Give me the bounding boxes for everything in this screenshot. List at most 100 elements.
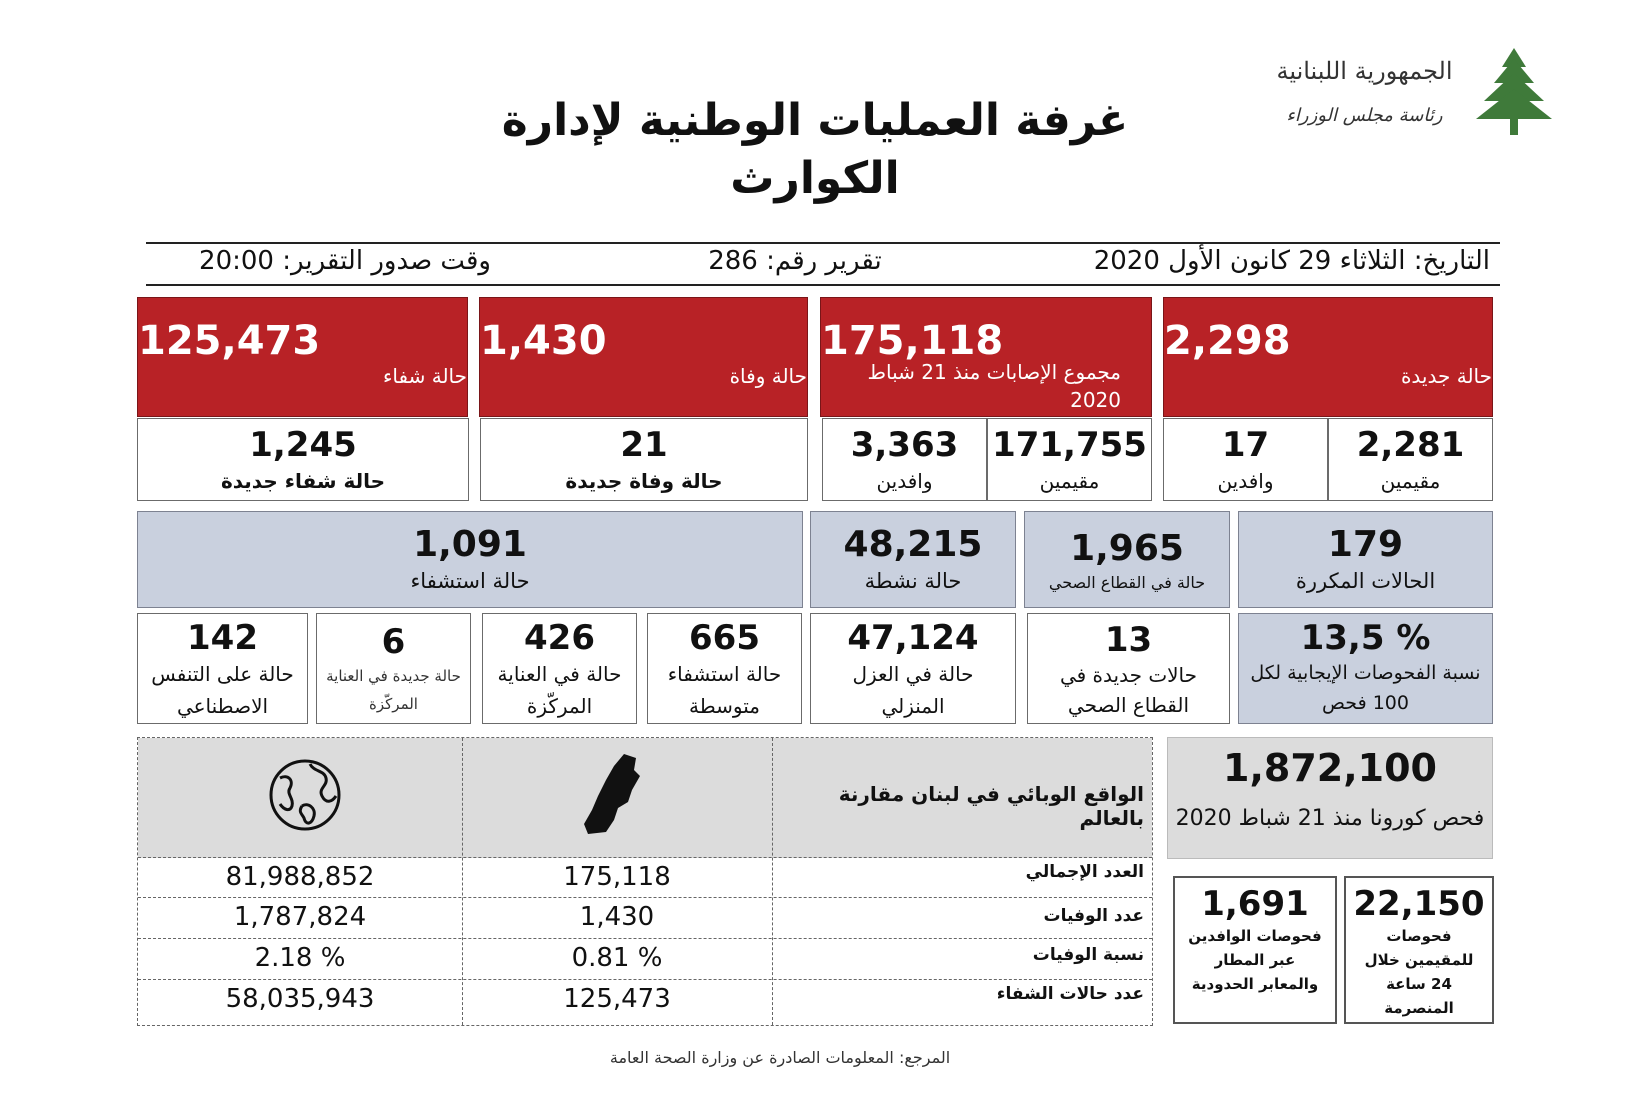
moderate-hospital-value: 665 [689,618,760,658]
hospitalized-value: 1,091 [413,524,527,565]
total-arrivals-value: 3,363 [850,425,959,465]
logo-text-republic: الجمهورية اللبنانية [1276,57,1453,85]
table-cell-lebanon: 125,473 [563,984,671,1014]
cedar-icon [1476,48,1552,135]
table-row: 58,035,943 125,473 عدد حالات الشفاء [138,980,1152,1020]
table-row-label: نسبة الوفيات [1032,945,1144,965]
new-recovered-value: 1,245 [249,425,357,465]
comparison-heading: الواقع الوبائي في لبنان مقارنة بالعالم [838,782,1144,830]
comparison-table: الواقع الوبائي في لبنان مقارنة بالعالم [137,737,1153,1026]
total-cases-card: 175,118 مجموع الإصابات منذ 21 شباط 2020 [820,297,1152,417]
health-sector-label: حالة في القطاع الصحي [1048,573,1206,592]
home-isolation-label: حالة في العزل المنزلي [852,662,974,718]
health-sector-value: 1,965 [1070,528,1184,569]
resident-tests-card: 22,150 فحوصات للمقيمين خلال 24 ساعة المن… [1344,876,1494,1024]
new-cases-value: 2,298 [1164,318,1291,364]
new-health-sector-card: 13 حالات جديدة في القطاع الصحي [1027,613,1230,724]
new-icu-value: 6 [381,622,406,662]
lebanon-map-icon [584,754,640,834]
new-health-sector-label: حالات جديدة في القطاع الصحي [1059,663,1198,717]
new-deaths-value: 21 [620,425,668,465]
info-bar-top-rule [146,242,1500,244]
resident-tests-label: فحوصات للمقيمين خلال 24 ساعة المنصرمة [1364,927,1474,1017]
total-cases-value: 175,118 [821,318,1004,364]
ventilator-card: 142 حالة على التنفس الاصطناعي [137,613,308,724]
comparison-header [138,738,1152,858]
icu-card: 426 حالة في العناية المركّزة [482,613,637,724]
total-cases-label: مجموع الإصابات منذ 21 شباط 2020 [867,360,1122,412]
recovered-value: 125,473 [138,318,321,364]
table-row: 2.18 % 0.81 % نسبة الوفيات [138,939,1152,980]
repeated-cases-label: الحالات المكررة [1295,569,1436,593]
report-time: وقت صدور التقرير: 20:00 [199,246,491,276]
active-cases-value: 48,215 [843,524,983,565]
new-deaths-card: 21 حالة وفاة جديدة [480,418,808,501]
table-row-label: عدد الوفيات [1043,906,1144,926]
new-icu-card: 6 حالة جديدة في العناية المركّزة [316,613,471,724]
table-row: 81,988,852 175,118 العدد الإجمالي [138,858,1152,898]
table-cell-lebanon: 1,430 [579,902,655,932]
arrival-tests-card: 1,691 فحوصات الوافدين عبر المطار والمعاب… [1173,876,1337,1024]
page-title-line1: غرفة العمليات الوطنية لإدارة [501,95,1129,146]
ventilator-label: حالة على التنفس الاصطناعي [151,662,294,718]
active-cases-label: حالة نشطة [864,569,962,593]
total-residents-value: 171,755 [992,425,1147,465]
new-cases-label: حالة جديدة [1400,364,1492,388]
table-cell-lebanon: 175,118 [563,862,671,892]
new-residents-card: 2,281 مقيمين [1328,418,1493,501]
new-health-sector-value: 13 [1104,620,1153,660]
home-isolation-card: 47,124 حالة في العزل المنزلي [810,613,1016,724]
report-number: تقرير رقم: 286 [708,246,882,276]
new-cases-card: 2,298 حالة جديدة [1163,297,1493,417]
total-tests-value: 1,872,100 [1223,746,1437,790]
logo-text-council: رئاسة مجلس الوزراء [1286,105,1443,126]
hospitalized-label: حالة استشفاء [410,569,530,593]
table-row-label: عدد حالات الشفاء [996,984,1144,1004]
table-row: 1,787,824 1,430 عدد الوفيات [138,898,1152,939]
recovered-card: 125,473 حالة شفاء [137,297,468,417]
globe-icon [269,759,341,831]
ventilator-value: 142 [187,618,258,658]
total-arrivals-card: 3,363 وافدين [822,418,987,501]
arrival-tests-value: 1,691 [1201,884,1309,924]
total-arrivals-label: وافدين [876,469,933,493]
positivity-label: نسبة الفحوصات الإيجابية لكل 100 فحص [1250,662,1481,714]
total-residents-card: 171,755 مقيمين [987,418,1152,501]
new-residents-label: مقيمين [1380,469,1441,493]
positivity-card: 13,5 % نسبة الفحوصات الإيجابية لكل 100 ف… [1238,613,1493,724]
table-cell-world: 1,787,824 [233,902,367,932]
moderate-hospital-card: 665 حالة استشفاء متوسطة [647,613,802,724]
republic-logo: الجمهورية اللبنانية رئاسة مجلس الوزراء [1262,45,1562,145]
repeated-cases-value: 179 [1327,524,1404,565]
table-cell-lebanon: 0.81 % [571,943,663,973]
table-row-label: العدد الإجمالي [1025,862,1144,882]
active-cases-card: 48,215 حالة نشطة [810,511,1016,608]
home-isolation-value: 47,124 [847,618,979,658]
page-title: غرفة العمليات الوطنية لإدارة الكوارث [420,92,1210,208]
table-cell-world: 58,035,943 [225,984,375,1014]
recovered-label: حالة شفاء [382,364,467,388]
total-tests-card: 1,872,100 فحص كورونا منذ 21 شباط 2020 [1167,737,1493,859]
info-bar-bottom-rule [146,284,1500,286]
new-icu-label: حالة جديدة في العناية المركّزة [326,667,461,713]
deaths-label: حالة وفاة [729,364,807,388]
new-arrivals-label: وافدين [1217,469,1274,493]
new-residents-value: 2,281 [1356,425,1465,465]
report-date: التاريخ: الثلاثاء 29 كانون الأول 2020 [1093,246,1490,276]
new-deaths-label: حالة وفاة جديدة [565,469,723,493]
repeated-cases-card: 179 الحالات المكررة [1238,511,1493,608]
arrival-tests-label: فحوصات الوافدين عبر المطار والمعابر الحد… [1188,927,1322,993]
page-title-line2: الكوارث [730,153,900,204]
comparison-col-divider-2 [772,738,773,1025]
icu-value: 426 [524,618,595,658]
moderate-hospital-label: حالة استشفاء متوسطة [667,662,782,718]
total-tests-label: فحص كورونا منذ 21 شباط 2020 [1175,806,1485,831]
icu-label: حالة في العناية المركّزة [497,662,622,718]
deaths-card: 1,430 حالة وفاة [479,297,808,417]
health-sector-card: 1,965 حالة في القطاع الصحي [1024,511,1230,608]
new-recovered-label: حالة شفاء جديدة [220,469,386,493]
hospitalized-card: 1,091 حالة استشفاء [137,511,803,608]
resident-tests-value: 22,150 [1353,884,1485,924]
total-residents-label: مقيمين [1039,469,1100,493]
table-cell-world: 81,988,852 [225,862,375,892]
